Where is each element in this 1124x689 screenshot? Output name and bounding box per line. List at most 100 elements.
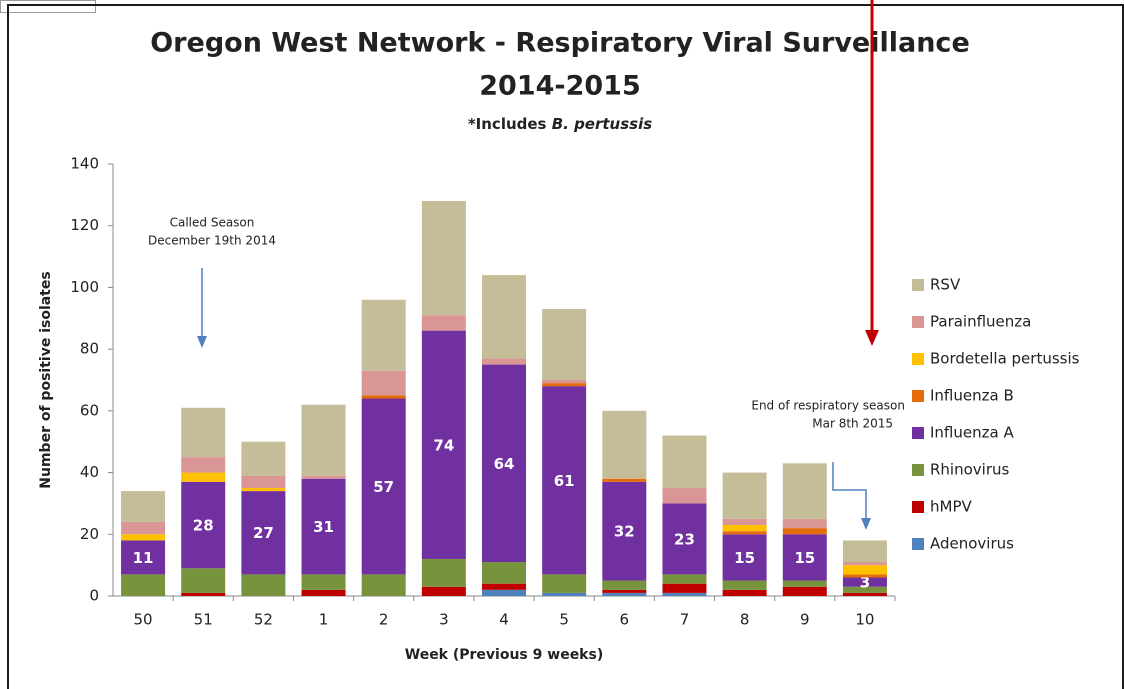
chart-title: Oregon West Network - Respiratory Viral …: [150, 28, 970, 59]
bar-segment: [842, 562, 887, 566]
bar-segment: [301, 478, 346, 575]
bar-segment: [181, 592, 226, 596]
legend-swatch: [912, 390, 924, 402]
bar-segment: [662, 503, 707, 575]
y-axis-title: Number of positive isolates: [38, 271, 54, 488]
bar-segment: [542, 574, 587, 593]
bar-segment: [361, 574, 406, 596]
bar-segment: [602, 580, 647, 590]
bar-segment: [842, 540, 887, 563]
bar-segment: [121, 534, 166, 541]
data-label: 27: [253, 524, 274, 542]
bar-segment: [842, 565, 887, 575]
bar-segment: [542, 309, 587, 380]
bar-segment: [722, 472, 767, 519]
bar-segment: [662, 435, 707, 488]
bar-segment: [782, 580, 827, 587]
chart-title: 2014-2015: [479, 71, 641, 102]
annotation: Mar 8th 2015: [812, 417, 893, 431]
bar-segment: [301, 475, 346, 479]
y-tick-label: 80: [80, 340, 99, 358]
bar-segment: [542, 386, 587, 575]
bar-segment: [842, 592, 887, 596]
x-tick-label: 7: [680, 611, 690, 629]
data-label: 61: [554, 472, 575, 490]
x-tick-label: 10: [855, 611, 874, 629]
bar-segment: [421, 201, 466, 316]
legend-label: Adenovirus: [930, 535, 1014, 553]
bar-segment: [782, 463, 827, 519]
y-tick-label: 100: [70, 278, 99, 296]
bar-segment: [662, 583, 707, 593]
bar-segment: [121, 521, 166, 535]
bar-segment: [181, 472, 226, 482]
y-tick-label: 40: [80, 463, 99, 481]
legend-label: Bordetella pertussis: [930, 350, 1080, 368]
bar-segment: [782, 528, 827, 535]
data-label: 3: [860, 574, 870, 592]
bar-segment: [722, 580, 767, 590]
bar-segment: [542, 383, 587, 387]
bar-segment: [662, 574, 707, 584]
bar-segment: [482, 364, 526, 563]
bar-segment: [602, 410, 647, 479]
bar-segment: [301, 404, 346, 476]
bar-segment: [241, 488, 286, 492]
bar-segment: [421, 558, 466, 587]
bar-segment: [782, 518, 827, 529]
frame: [7, 4, 1124, 689]
bar-segment: [241, 491, 286, 575]
bar-segment: [241, 441, 286, 476]
bar-segment: [361, 398, 406, 575]
bar-segment: [782, 586, 827, 596]
bar-segment: [361, 395, 406, 399]
bar-segment: [482, 583, 526, 590]
annotation: End of respiratory season: [751, 399, 905, 413]
legend-swatch: [912, 501, 924, 513]
bar-segment: [542, 592, 587, 596]
legend-swatch: [912, 464, 924, 476]
bar-segment: [842, 577, 887, 587]
bar-segment: [602, 589, 647, 593]
legend-label: Parainfluenza: [930, 313, 1031, 331]
y-tick-label: 0: [89, 587, 99, 605]
bar-segment: [662, 592, 707, 596]
legend-swatch: [912, 279, 924, 291]
bar-segment: [722, 531, 767, 535]
bar-segment: [842, 586, 887, 593]
bar-segment: [181, 457, 226, 473]
data-label: 32: [614, 523, 635, 541]
x-tick-label: 8: [740, 611, 750, 629]
y-tick-label: 140: [70, 155, 99, 173]
bar-segment: [602, 478, 647, 482]
x-tick-label: 51: [194, 611, 213, 629]
bar-segment: [722, 525, 767, 532]
bar-segment: [662, 488, 707, 504]
bar-segment: [361, 370, 406, 396]
bar-segment: [782, 534, 827, 581]
x-tick-label: 50: [134, 611, 153, 629]
bar-segment: [121, 540, 166, 575]
bar-segment: [121, 574, 166, 596]
annotation: Called Season: [170, 216, 255, 230]
data-label: 74: [433, 436, 454, 454]
bar-segment: [301, 574, 346, 590]
legend-label: Influenza A: [930, 424, 1014, 442]
x-tick-label: 52: [254, 611, 273, 629]
legend-label: hMPV: [930, 498, 972, 516]
bar-segment: [121, 491, 166, 522]
bar-segment: [241, 574, 286, 596]
bar-segment: [602, 592, 647, 596]
subtitle-part: B. pertussis: [552, 115, 653, 133]
data-label: 11: [133, 549, 154, 567]
bar-segment: [241, 475, 286, 488]
data-label: 31: [313, 518, 334, 536]
data-label: 15: [794, 549, 815, 567]
x-tick-label: 4: [499, 611, 509, 629]
bar-segment: [181, 407, 226, 458]
x-tick-label: 1: [319, 611, 329, 629]
bar-segment: [722, 589, 767, 596]
y-tick-label: 120: [70, 216, 99, 234]
bar-segment: [421, 586, 466, 596]
